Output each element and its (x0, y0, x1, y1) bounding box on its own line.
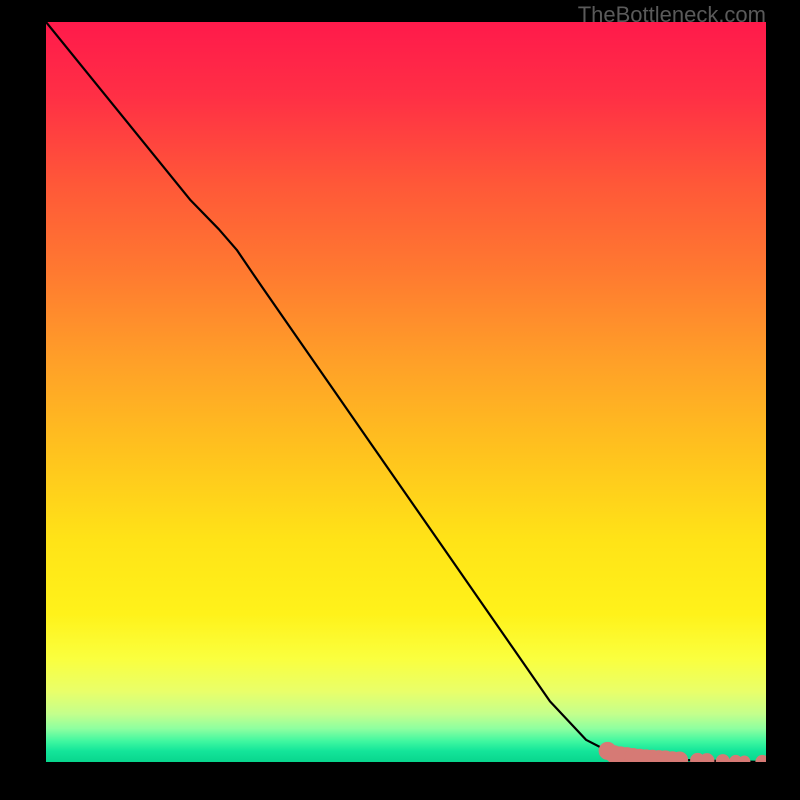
chart-container: TheBottleneck.com (0, 0, 800, 800)
plot-background-gradient (46, 22, 766, 762)
chart-svg (0, 0, 800, 800)
